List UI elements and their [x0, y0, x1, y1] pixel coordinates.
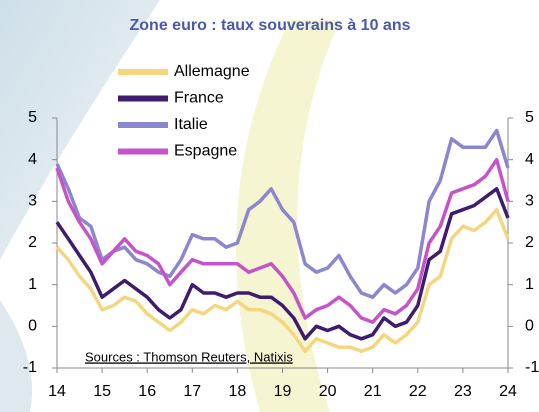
source-note: Sources : Thomson Reuters, Natixis: [85, 349, 293, 364]
legend-label: Espagne: [174, 143, 237, 160]
y2-tick-label: 3: [525, 193, 534, 210]
y2-tick-label: 0: [525, 318, 534, 335]
y-tick-label: 0: [28, 318, 37, 335]
x-tick-label: 19: [274, 383, 292, 400]
x-tick-label: 16: [138, 383, 156, 400]
y2-tick-label: -1: [525, 359, 539, 376]
x-tick-label: 17: [183, 383, 201, 400]
x-tick-label: 15: [93, 383, 111, 400]
x-tick-label: 21: [364, 383, 382, 400]
x-tick-label: 23: [454, 383, 472, 400]
series-line: [55, 157, 510, 324]
y2-tick-label: 5: [525, 109, 534, 126]
series-line: [55, 187, 510, 341]
y-tick-label: 1: [28, 276, 37, 293]
series-line: [55, 207, 510, 354]
y-tick-label: 5: [28, 109, 37, 126]
legend-label: France: [174, 90, 224, 107]
y2-tick-label: 4: [525, 151, 534, 168]
y2-tick-label: 2: [525, 234, 534, 251]
background-swoosh: [0, 0, 160, 260]
x-tick-label: 24: [499, 383, 517, 400]
chart-title: Zone euro : taux souverains à 10 ans: [130, 17, 411, 34]
y-tick-label: 2: [28, 234, 37, 251]
x-tick-label: 20: [319, 383, 337, 400]
legend-label: Allemagne: [174, 63, 250, 80]
y-tick-label: 4: [28, 151, 37, 168]
x-tick-label: 14: [48, 383, 66, 400]
background-swoosh: [0, 300, 32, 412]
series-line: [55, 128, 510, 299]
legend-label: Italie: [174, 116, 208, 133]
y2-tick-label: 1: [525, 276, 534, 293]
y-tick-label: 3: [28, 193, 37, 210]
x-tick-label: 22: [409, 383, 427, 400]
y-tick-label: -1: [23, 359, 37, 376]
x-tick-label: 18: [229, 383, 247, 400]
